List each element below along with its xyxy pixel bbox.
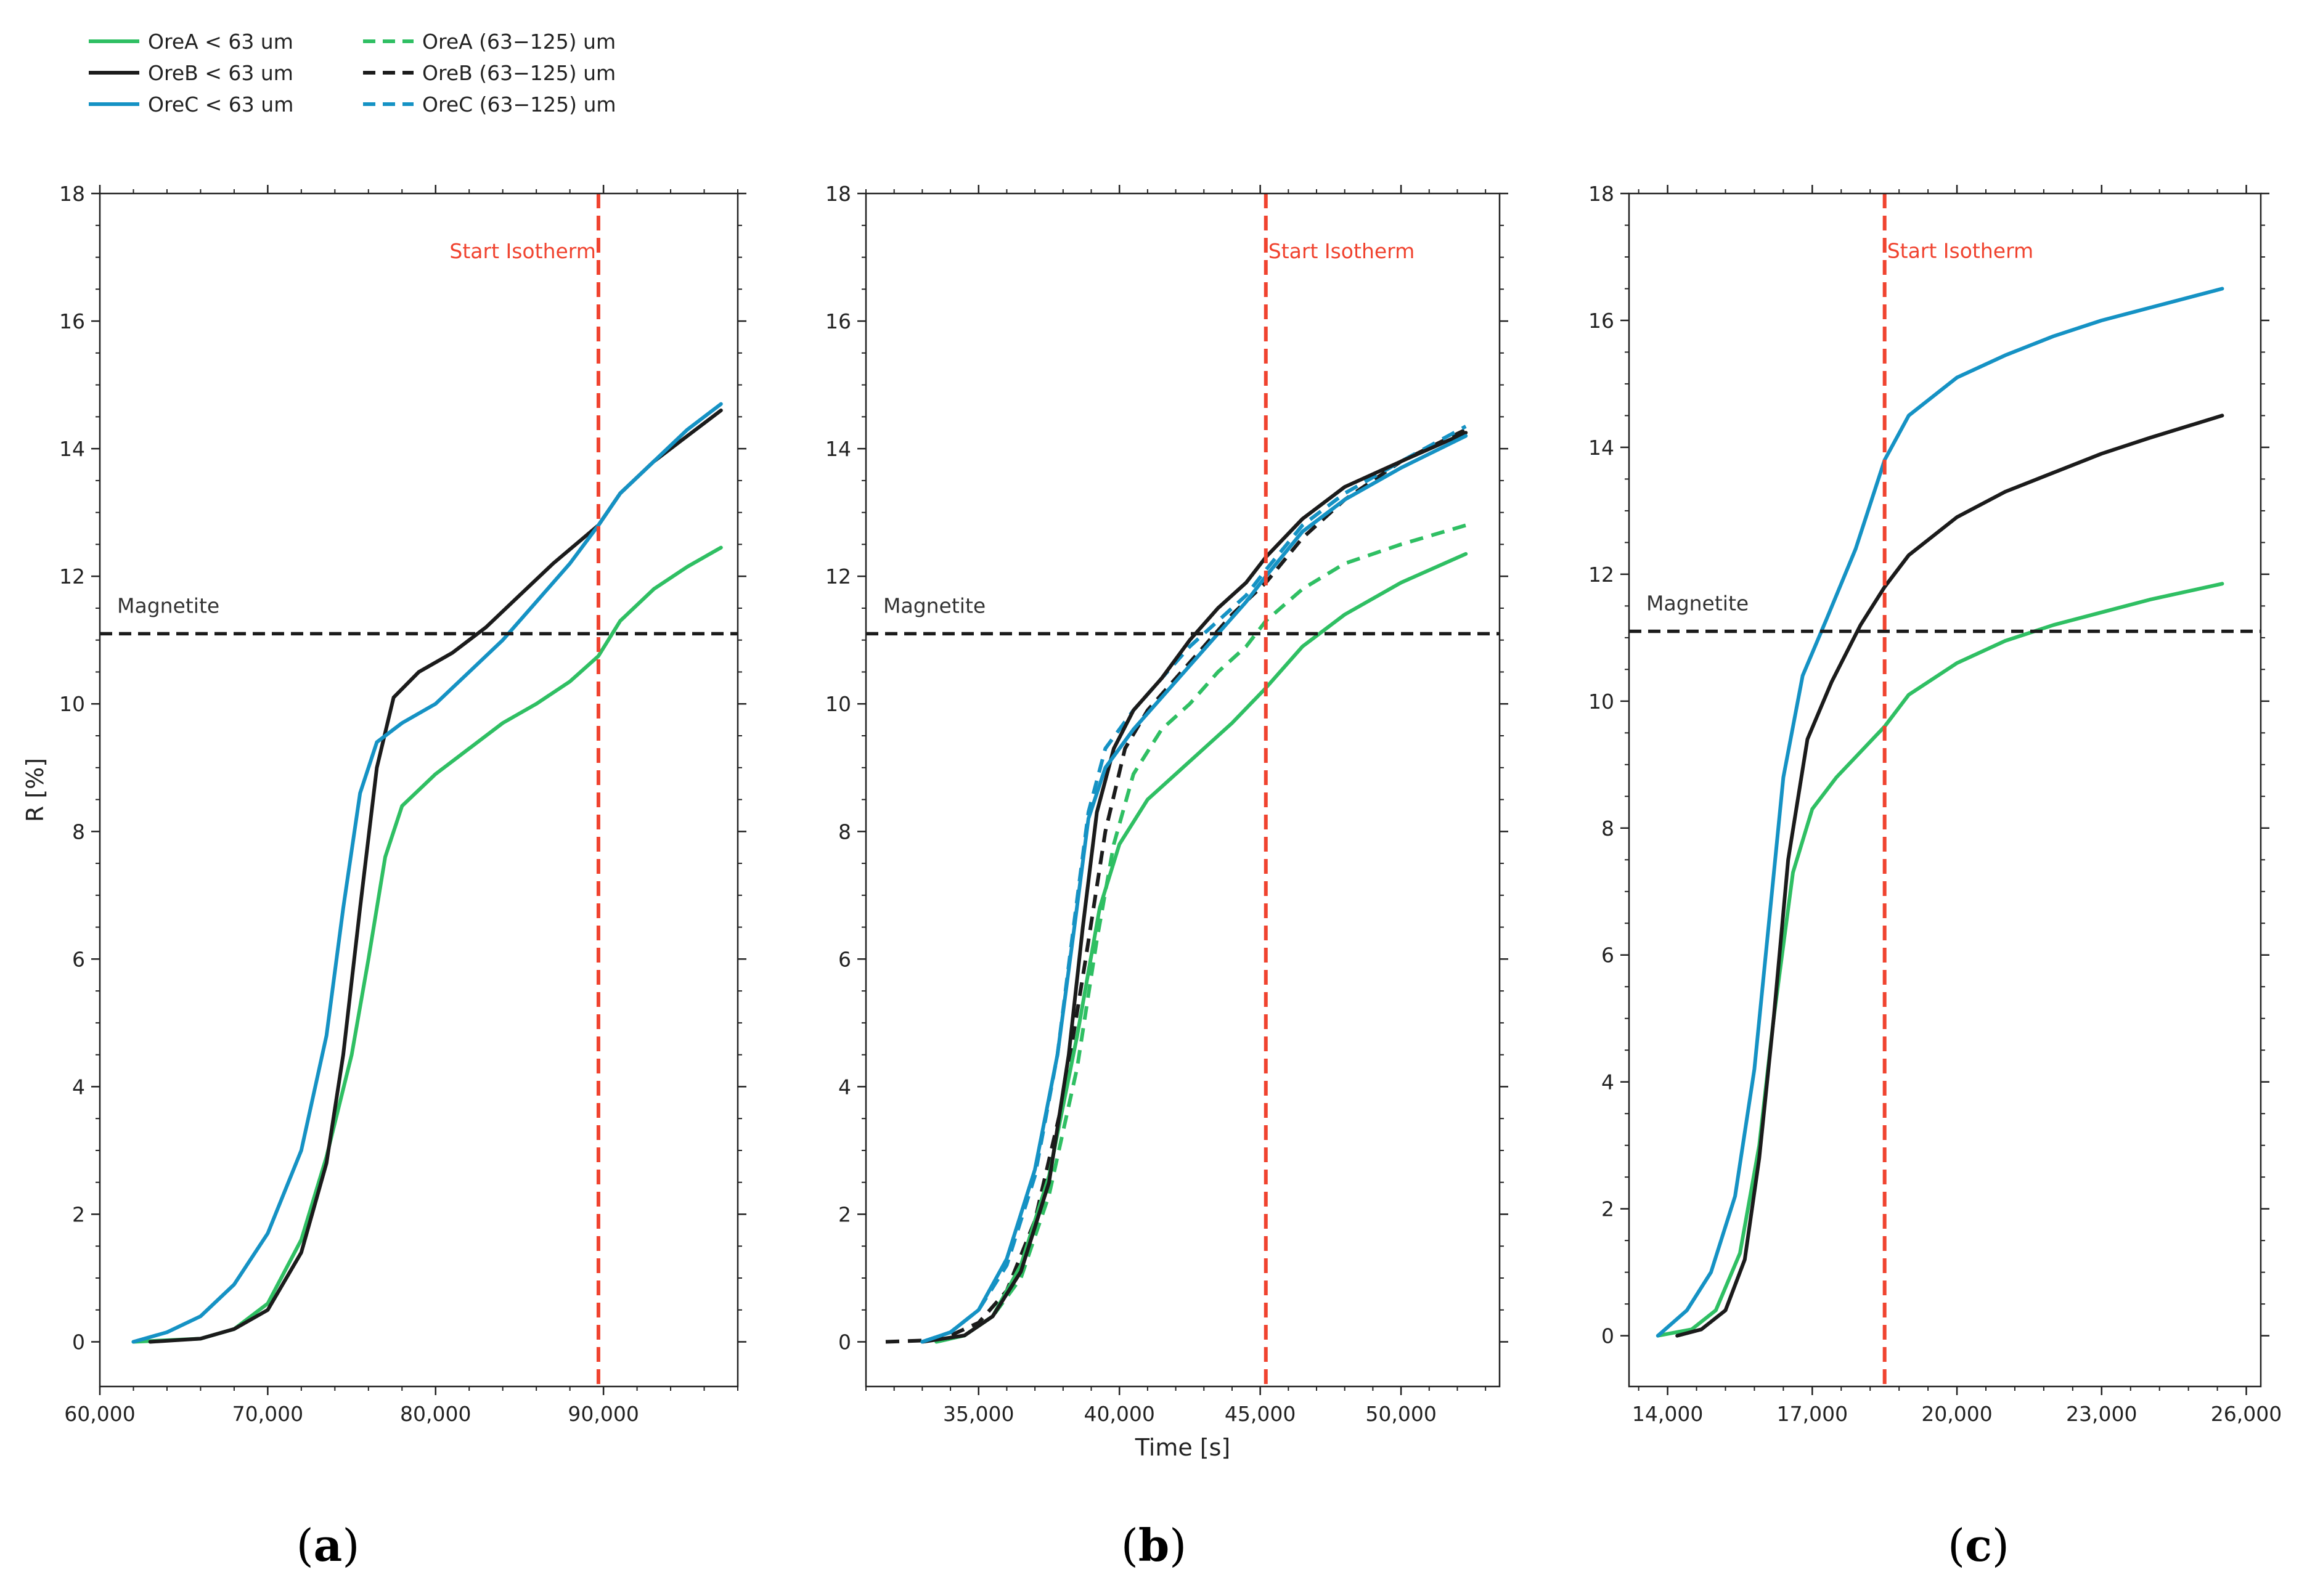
- y-tick-label: 18: [825, 182, 851, 206]
- y-tick-label: 6: [838, 947, 851, 971]
- x-tick-label: 70,000: [232, 1402, 303, 1426]
- isotherm-label: Start Isotherm: [1887, 239, 2034, 263]
- y-tick-label: 14: [59, 437, 85, 461]
- y-tick-label: 8: [838, 820, 851, 844]
- panel-label-b: (b): [1121, 1519, 1187, 1571]
- panel-label-c: (c): [1947, 1519, 2010, 1571]
- legend-swatch: [363, 39, 414, 43]
- y-tick-label: 6: [72, 947, 85, 971]
- y-tick-label: 12: [1588, 563, 1614, 587]
- y-tick-label: 12: [825, 564, 851, 588]
- panel-label-a: (a): [296, 1519, 360, 1571]
- x-tick-label: 50,000: [1365, 1402, 1436, 1426]
- magnetite-label: Magnetite: [883, 593, 986, 617]
- y-tick-label: 2: [72, 1202, 85, 1226]
- chart-panel-c: 0 2 4 6 8 10 12 14 16 18 14,000 17,000 20,000 23,000 2…: [1588, 182, 2282, 1426]
- y-tick-label: 12: [59, 564, 85, 588]
- y-tick-label: 10: [1588, 690, 1614, 714]
- y-tick-label: 4: [72, 1075, 85, 1099]
- plot-frame: [865, 192, 1501, 1388]
- x-axis-label: Time [s]: [1135, 1434, 1231, 1461]
- y-tick-label: 2: [838, 1202, 851, 1226]
- y-tick-label: 6: [1601, 943, 1614, 967]
- legend-label: OreA (63−125) um: [422, 30, 616, 54]
- series-line-oreB: [1675, 413, 2224, 1338]
- y-tick-label: 8: [72, 820, 85, 844]
- series-line-oreC: [1656, 287, 2224, 1338]
- magnetite-label: Magnetite: [1646, 592, 1749, 616]
- legend-swatch: [89, 102, 139, 106]
- isotherm-label: Start Isotherm: [1268, 239, 1415, 263]
- x-tick-label: 20,000: [1921, 1402, 1992, 1426]
- isotherm-label: Start Isotherm: [449, 239, 596, 263]
- y-tick-label: 14: [825, 437, 851, 461]
- legend-swatch: [363, 71, 414, 75]
- y-tick-label: 2: [1601, 1197, 1614, 1221]
- magnetite-label: Magnetite: [117, 593, 219, 617]
- legend-swatch: [89, 71, 139, 75]
- plot-frame: [99, 192, 739, 1388]
- x-tick-label: 40,000: [1084, 1402, 1154, 1426]
- x-tick-label: 17,000: [1777, 1402, 1848, 1426]
- y-tick-label: 18: [1588, 182, 1614, 206]
- legend-label: OreB < 63 um: [148, 61, 293, 85]
- x-tick-label: 23,000: [2066, 1402, 2137, 1426]
- y-tick-label: 10: [59, 692, 85, 716]
- y-tick-label: 16: [825, 309, 851, 333]
- legend-label: OreB (63−125) um: [422, 61, 616, 85]
- series-line-oreB-dashed: [885, 428, 1467, 1344]
- series-line-oreC: [920, 434, 1468, 1344]
- y-tick-label: 8: [1601, 816, 1614, 841]
- x-tick-label: 90,000: [568, 1402, 639, 1426]
- y-tick-label: 14: [1588, 436, 1614, 460]
- series-line-oreA: [934, 552, 1468, 1344]
- y-tick-label: 4: [1601, 1070, 1614, 1094]
- legend-label: OreA < 63 um: [148, 30, 293, 54]
- legend-swatch: [89, 39, 139, 43]
- plot-frame: [1628, 192, 2262, 1388]
- y-tick-label: 0: [838, 1330, 851, 1354]
- y-tick-label: 10: [825, 692, 851, 716]
- series-line-oreC: [131, 402, 723, 1344]
- y-tick-label: 0: [1601, 1324, 1614, 1348]
- x-tick-label: 26,000: [2211, 1402, 2282, 1426]
- y-tick-label: 18: [59, 182, 85, 206]
- chart-panel-a: 0 2 4 6 8 10 12 14 16 18 60,000 70,000 80,000 90,000 M…: [22, 182, 746, 1426]
- x-tick-label: 14,000: [1632, 1402, 1703, 1426]
- series-line-oreB: [920, 431, 1468, 1344]
- legend-label: OreC (63−125) um: [422, 92, 616, 116]
- y-axis-label: R [%]: [22, 758, 49, 822]
- series-line-oreA: [131, 545, 723, 1344]
- series-line-oreC-dashed: [921, 425, 1467, 1344]
- series-line-oreA: [1656, 582, 2224, 1338]
- x-tick-label: 45,000: [1225, 1402, 1296, 1426]
- series-line-oreA-dashed: [936, 523, 1467, 1344]
- series-line-oreB: [148, 409, 723, 1344]
- chart-panel-b: 0 2 4 6 8 10 12 14 16 18 35,000 40,000 45,000 50,000 M…: [825, 182, 1508, 1461]
- x-tick-label: 60,000: [64, 1402, 135, 1426]
- legend-swatch: [363, 102, 414, 106]
- y-tick-label: 4: [838, 1075, 851, 1099]
- y-tick-label: 0: [72, 1330, 85, 1354]
- x-tick-label: 80,000: [400, 1402, 471, 1426]
- y-tick-label: 16: [59, 309, 85, 333]
- legend-label: OreC < 63 um: [148, 92, 294, 116]
- x-tick-label: 35,000: [943, 1402, 1014, 1426]
- y-tick-label: 16: [1588, 309, 1614, 333]
